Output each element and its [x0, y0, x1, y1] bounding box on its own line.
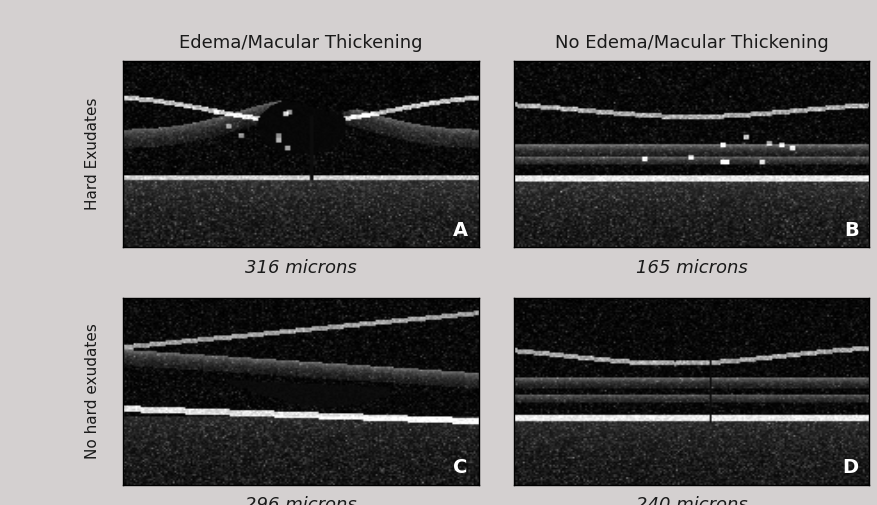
Text: C: C: [453, 459, 467, 477]
Text: 296 microns: 296 microns: [245, 496, 356, 505]
Text: No Edema/Macular Thickening: No Edema/Macular Thickening: [554, 34, 827, 52]
Text: Edema/Macular Thickening: Edema/Macular Thickening: [179, 34, 422, 52]
Text: B: B: [843, 221, 858, 240]
Text: 165 microns: 165 microns: [635, 259, 746, 277]
Text: 316 microns: 316 microns: [245, 259, 356, 277]
Text: Hard Exudates: Hard Exudates: [84, 98, 100, 210]
Text: No hard exudates: No hard exudates: [84, 323, 100, 460]
Text: A: A: [453, 221, 467, 240]
Text: 240 microns: 240 microns: [635, 496, 746, 505]
Text: D: D: [841, 459, 858, 477]
